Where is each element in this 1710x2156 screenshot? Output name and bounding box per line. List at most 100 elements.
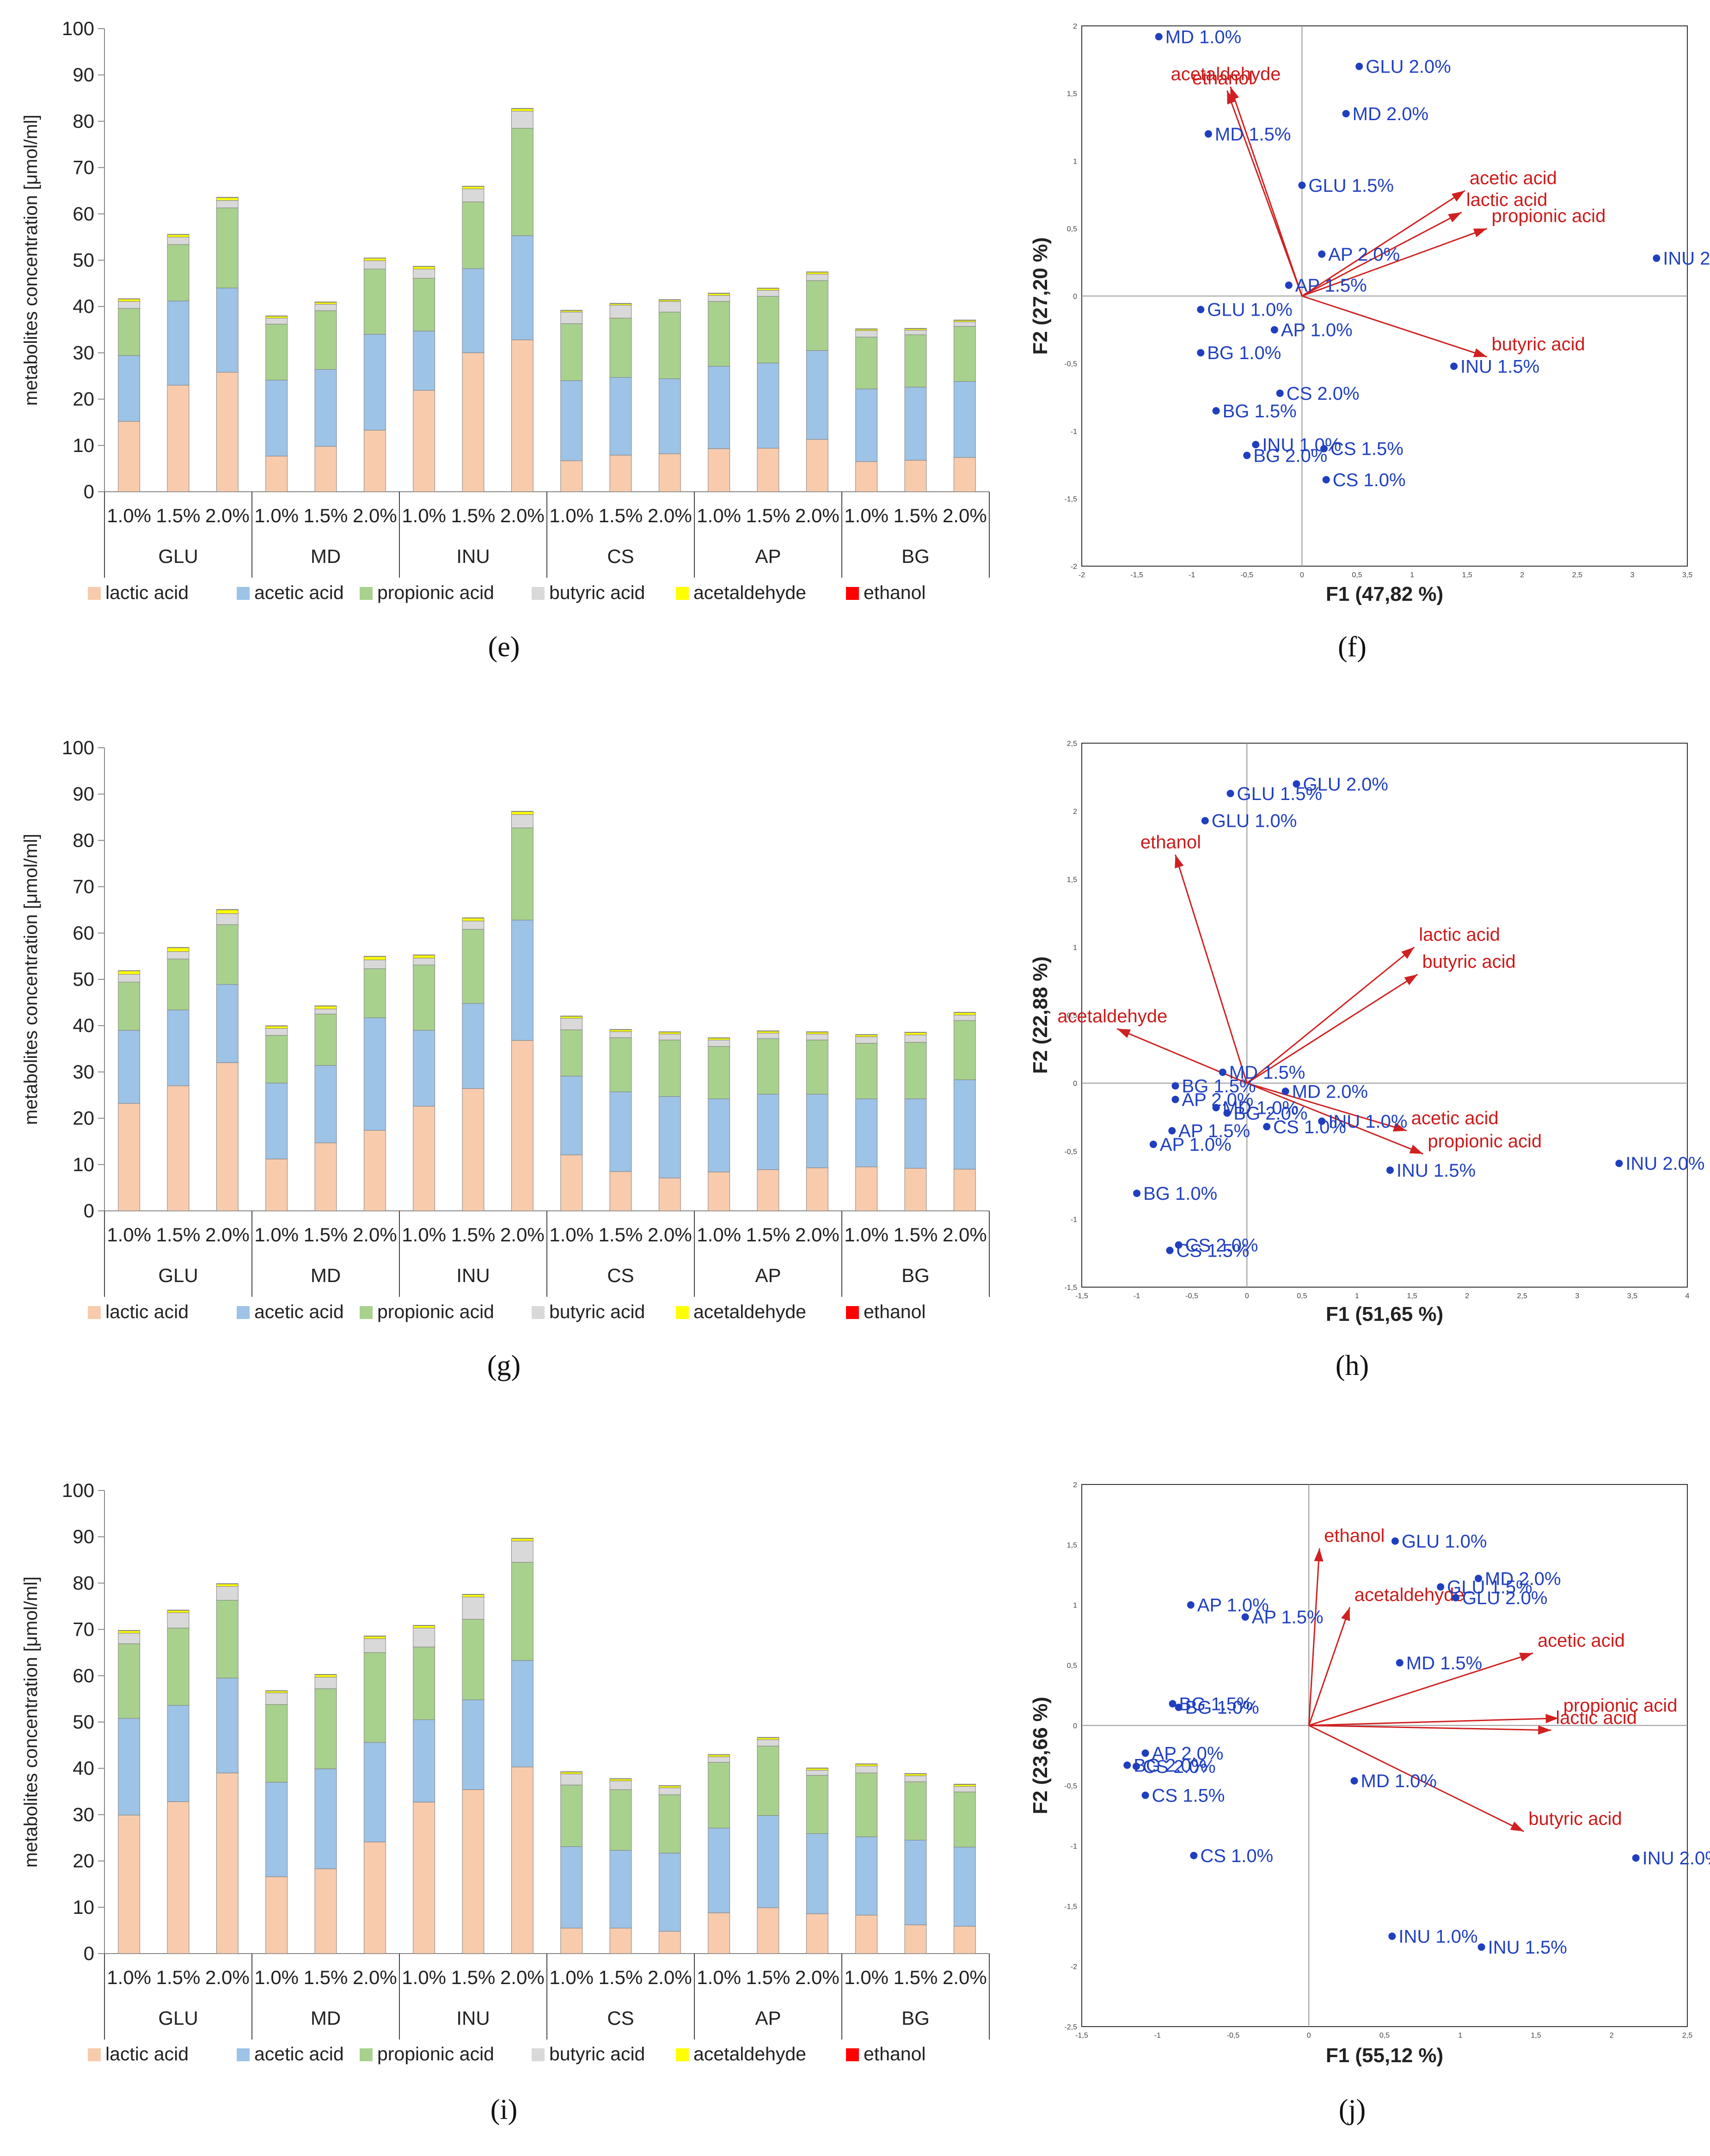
bar-segment-lactic-acid: [708, 1172, 730, 1211]
bar-segment-lactic-acid: [560, 1154, 583, 1211]
loading-vector: [1301, 295, 1487, 358]
point-label: CS 1.0%: [1273, 1117, 1346, 1137]
y-tick-label: 2: [1073, 1481, 1077, 1489]
bar-segment-propionic-acid: [167, 244, 190, 301]
bar-segment-acetic-acid: [757, 1093, 779, 1170]
bar-segment-butyric-acid: [560, 1018, 583, 1030]
bar-segment-lactic-acid: [462, 352, 484, 492]
x-tick-label: 2.0%: [353, 505, 397, 526]
vector-label: butyric acid: [1492, 334, 1585, 354]
bar-segment-lactic-acid: [658, 1931, 681, 1954]
legend-label: ethanol: [864, 582, 926, 603]
bar-segment-lactic-acid: [953, 1169, 976, 1211]
bar-segment-lactic-acid: [314, 1142, 337, 1211]
bar-segment-ethanol: [708, 1754, 730, 1755]
bar-segment-lactic-acid: [363, 1842, 386, 1954]
legend-swatch: [360, 2048, 373, 2061]
x-tick-label: 1.0%: [107, 505, 151, 526]
point-label: AP 1.0%: [1160, 1135, 1232, 1155]
bar-segment-acetaldehyde: [511, 811, 533, 815]
bar-segment-acetaldehyde: [806, 1032, 828, 1034]
x-tick-label: 0: [1245, 1292, 1249, 1300]
y-tick-label: 60: [73, 1665, 94, 1686]
bar-segment-butyric-acid: [167, 951, 190, 959]
vector-label: acetaldehyde: [1057, 1006, 1167, 1026]
bar-segment-ethanol: [413, 266, 435, 267]
loading-vector: [1308, 1652, 1533, 1726]
x-tick-label: 1.0%: [254, 1224, 299, 1246]
vector-arrowhead: [1230, 86, 1239, 101]
bar-segment-acetaldehyde: [462, 1594, 484, 1597]
y-tick-label: 2: [1073, 808, 1077, 816]
y-tick-label: 10: [73, 1154, 94, 1175]
score-point: [1187, 1601, 1195, 1609]
x-tick-label: 2.0%: [795, 505, 840, 526]
x-tick-label: 2.0%: [500, 1967, 545, 1988]
score-point: [1653, 254, 1661, 262]
x-tick-label: 2.0%: [353, 1224, 397, 1246]
x-tick-label: -0,5: [1185, 1292, 1198, 1300]
bar-segment-lactic-acid: [265, 1876, 288, 1954]
bar-segment-butyric-acid: [363, 260, 386, 269]
bar-segment-ethanol: [314, 1674, 337, 1675]
bar-segment-acetic-acid: [806, 350, 828, 440]
bar-segment-acetic-acid: [167, 1009, 190, 1086]
bar-segment-propionic-acid: [462, 929, 484, 1004]
y-tick-label: 1,5: [1067, 876, 1077, 884]
bar-segment-propionic-acid: [708, 301, 730, 366]
bar-segment-ethanol: [658, 299, 681, 300]
vector-label: ethanol: [1192, 68, 1253, 88]
bar-segment-butyric-acid: [708, 295, 730, 302]
bar-segment-propionic-acid: [216, 208, 239, 288]
bar-segment-propionic-acid: [511, 128, 533, 236]
bar-segment-acetic-acid: [658, 1853, 681, 1932]
y-tick-label: 50: [73, 249, 94, 271]
point-label: CS 1.5%: [1330, 439, 1404, 459]
y-tick-label: 2,5: [1067, 740, 1077, 748]
point-label: BG 1.0%: [1207, 343, 1281, 363]
score-point: [1320, 445, 1328, 452]
vector-arrowhead: [1448, 212, 1462, 223]
x-tick-label: 1.0%: [549, 1224, 594, 1246]
bar-segment-acetic-acid: [609, 377, 632, 456]
bar-segment-butyric-acid: [462, 189, 484, 202]
score-point: [1285, 281, 1293, 289]
group-label: CS: [607, 1264, 634, 1286]
y-axis-label: metabolites concentration [μmol/ml]: [21, 1576, 41, 1868]
group-label: INU: [456, 1264, 490, 1286]
score-point: [1263, 1123, 1271, 1130]
x-tick-label: -0,5: [1240, 571, 1253, 579]
bar-segment-acetic-acid: [216, 984, 239, 1063]
bar-segment-butyric-acid: [708, 1039, 730, 1047]
bar-segment-butyric-acid: [363, 1638, 386, 1653]
loading-vector: [1309, 1724, 1551, 1731]
bar-segment-acetaldehyde: [806, 272, 828, 275]
loading-vector: [1308, 1548, 1320, 1726]
x-tick-label: 2,5: [1517, 1292, 1527, 1300]
bar-segment-propionic-acid: [609, 1037, 632, 1092]
legend-label: acetic acid: [254, 1301, 344, 1322]
point-label: GLU 1.5%: [1447, 1577, 1532, 1598]
score-point: [1175, 1704, 1183, 1711]
bar-segment-ethanol: [658, 1785, 681, 1786]
point-label: GLU 2.0%: [1462, 1588, 1548, 1608]
x-tick-label: 1,5: [1407, 1292, 1417, 1300]
bar-segment-lactic-acid: [511, 1766, 533, 1954]
y-tick-label: 90: [73, 1526, 94, 1547]
y-tick-label: 0: [1073, 1080, 1077, 1088]
x-axis-label: F1 (55,12 %): [1326, 2044, 1443, 2067]
legend-swatch: [532, 587, 545, 600]
y-tick-label: 10: [73, 1896, 94, 1918]
bar-segment-acetaldehyde: [413, 1625, 435, 1629]
y-tick-label: -2,5: [1064, 2023, 1077, 2031]
bar-segment-propionic-acid: [855, 1772, 878, 1837]
bar-chart-g: 0 10 20 30 40 50 60 70 80 90 100 metabolites concen…: [21, 737, 990, 1381]
legend-label: acetaldehyde: [693, 582, 806, 603]
legend-label: butyric acid: [549, 1301, 645, 1322]
bar-segment-acetaldehyde: [363, 1636, 386, 1639]
y-tick-label: 60: [73, 922, 94, 944]
bar-segment-lactic-acid: [265, 1159, 288, 1211]
x-tick-label: -1: [1189, 571, 1195, 579]
bar-segment-lactic-acid: [560, 460, 583, 492]
bar-segment-propionic-acid: [609, 318, 632, 378]
